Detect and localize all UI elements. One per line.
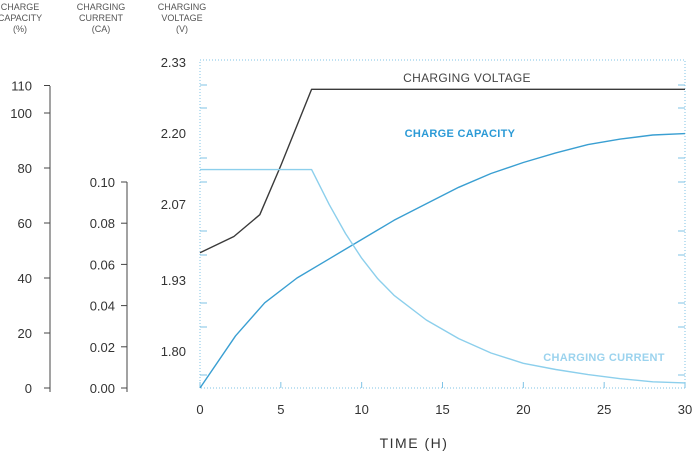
charging-voltage-line (199, 88, 685, 254)
current-tick-label: 0.02 (90, 340, 115, 355)
x-axis-label: TIME (H) (380, 435, 449, 451)
plot-frame (199, 59, 686, 389)
voltage-axis-header-line: CHARGING (158, 2, 207, 12)
capacity-tick-label: 80 (18, 161, 32, 176)
capacity-tick-label: 40 (18, 271, 32, 286)
voltage-axis-header-line: (V) (176, 24, 188, 34)
x-tick-label: 30 (678, 402, 692, 417)
capacity-tick-label: 100 (10, 106, 32, 121)
axes: 0204060801001100.000.020.040.060.080.101… (10, 55, 692, 417)
series-labels: CHARGING VOLTAGE CHARGE CAPACITY CHARGING … (403, 71, 665, 364)
capacity-tick-label: 60 (18, 216, 32, 231)
voltage-tick-label: 2.33 (161, 55, 186, 70)
voltage-tick-label: 2.20 (161, 126, 186, 141)
current-tick-label: 0.06 (90, 257, 115, 272)
x-tick-label: 15 (435, 402, 449, 417)
current-tick-label: 0.08 (90, 216, 115, 231)
x-tick-label: 20 (516, 402, 530, 417)
x-tick-label: 0 (196, 402, 203, 417)
series (199, 88, 686, 389)
current-axis-header-line: CHARGING (77, 2, 126, 12)
voltage-tick-label: 2.07 (161, 197, 186, 212)
x-tick-label: 10 (354, 402, 368, 417)
current-tick-label: 0.10 (90, 175, 115, 190)
capacity-tick-label: 110 (11, 79, 32, 94)
charging-current-line (200, 168, 686, 384)
capacity-axis-header-line: CAPACITY (0, 13, 42, 23)
voltage-tick-label: 1.93 (161, 273, 186, 288)
current-axis-header-line: CURRENT (79, 13, 124, 23)
capacity-tick-label: 0 (25, 381, 32, 396)
capacity-axis-header-line: (%) (13, 24, 27, 34)
charging-current-label: CHARGING CURRENT (543, 352, 665, 364)
voltage-tick-label: 1.80 (161, 344, 186, 359)
axis-headers: CHARGECAPACITY(%)CHARGINGCURRENT(CA)CHAR… (0, 2, 206, 34)
plot-area-border (199, 59, 686, 389)
capacity-axis-header-line: CHARGE (1, 2, 40, 12)
current-tick-label: 0.00 (90, 381, 115, 396)
charge-capacity-label: CHARGE CAPACITY (405, 128, 516, 140)
x-tick-label: 25 (597, 402, 611, 417)
capacity-tick-label: 20 (18, 326, 32, 341)
x-tick-label: 5 (277, 402, 284, 417)
charging-voltage-label: CHARGING VOLTAGE (403, 71, 531, 85)
voltage-axis-header-line: VOLTAGE (161, 13, 202, 23)
current-axis-header-line: (CA) (92, 24, 111, 34)
charge-capacity-line (199, 132, 686, 389)
current-tick-label: 0.04 (90, 299, 115, 314)
